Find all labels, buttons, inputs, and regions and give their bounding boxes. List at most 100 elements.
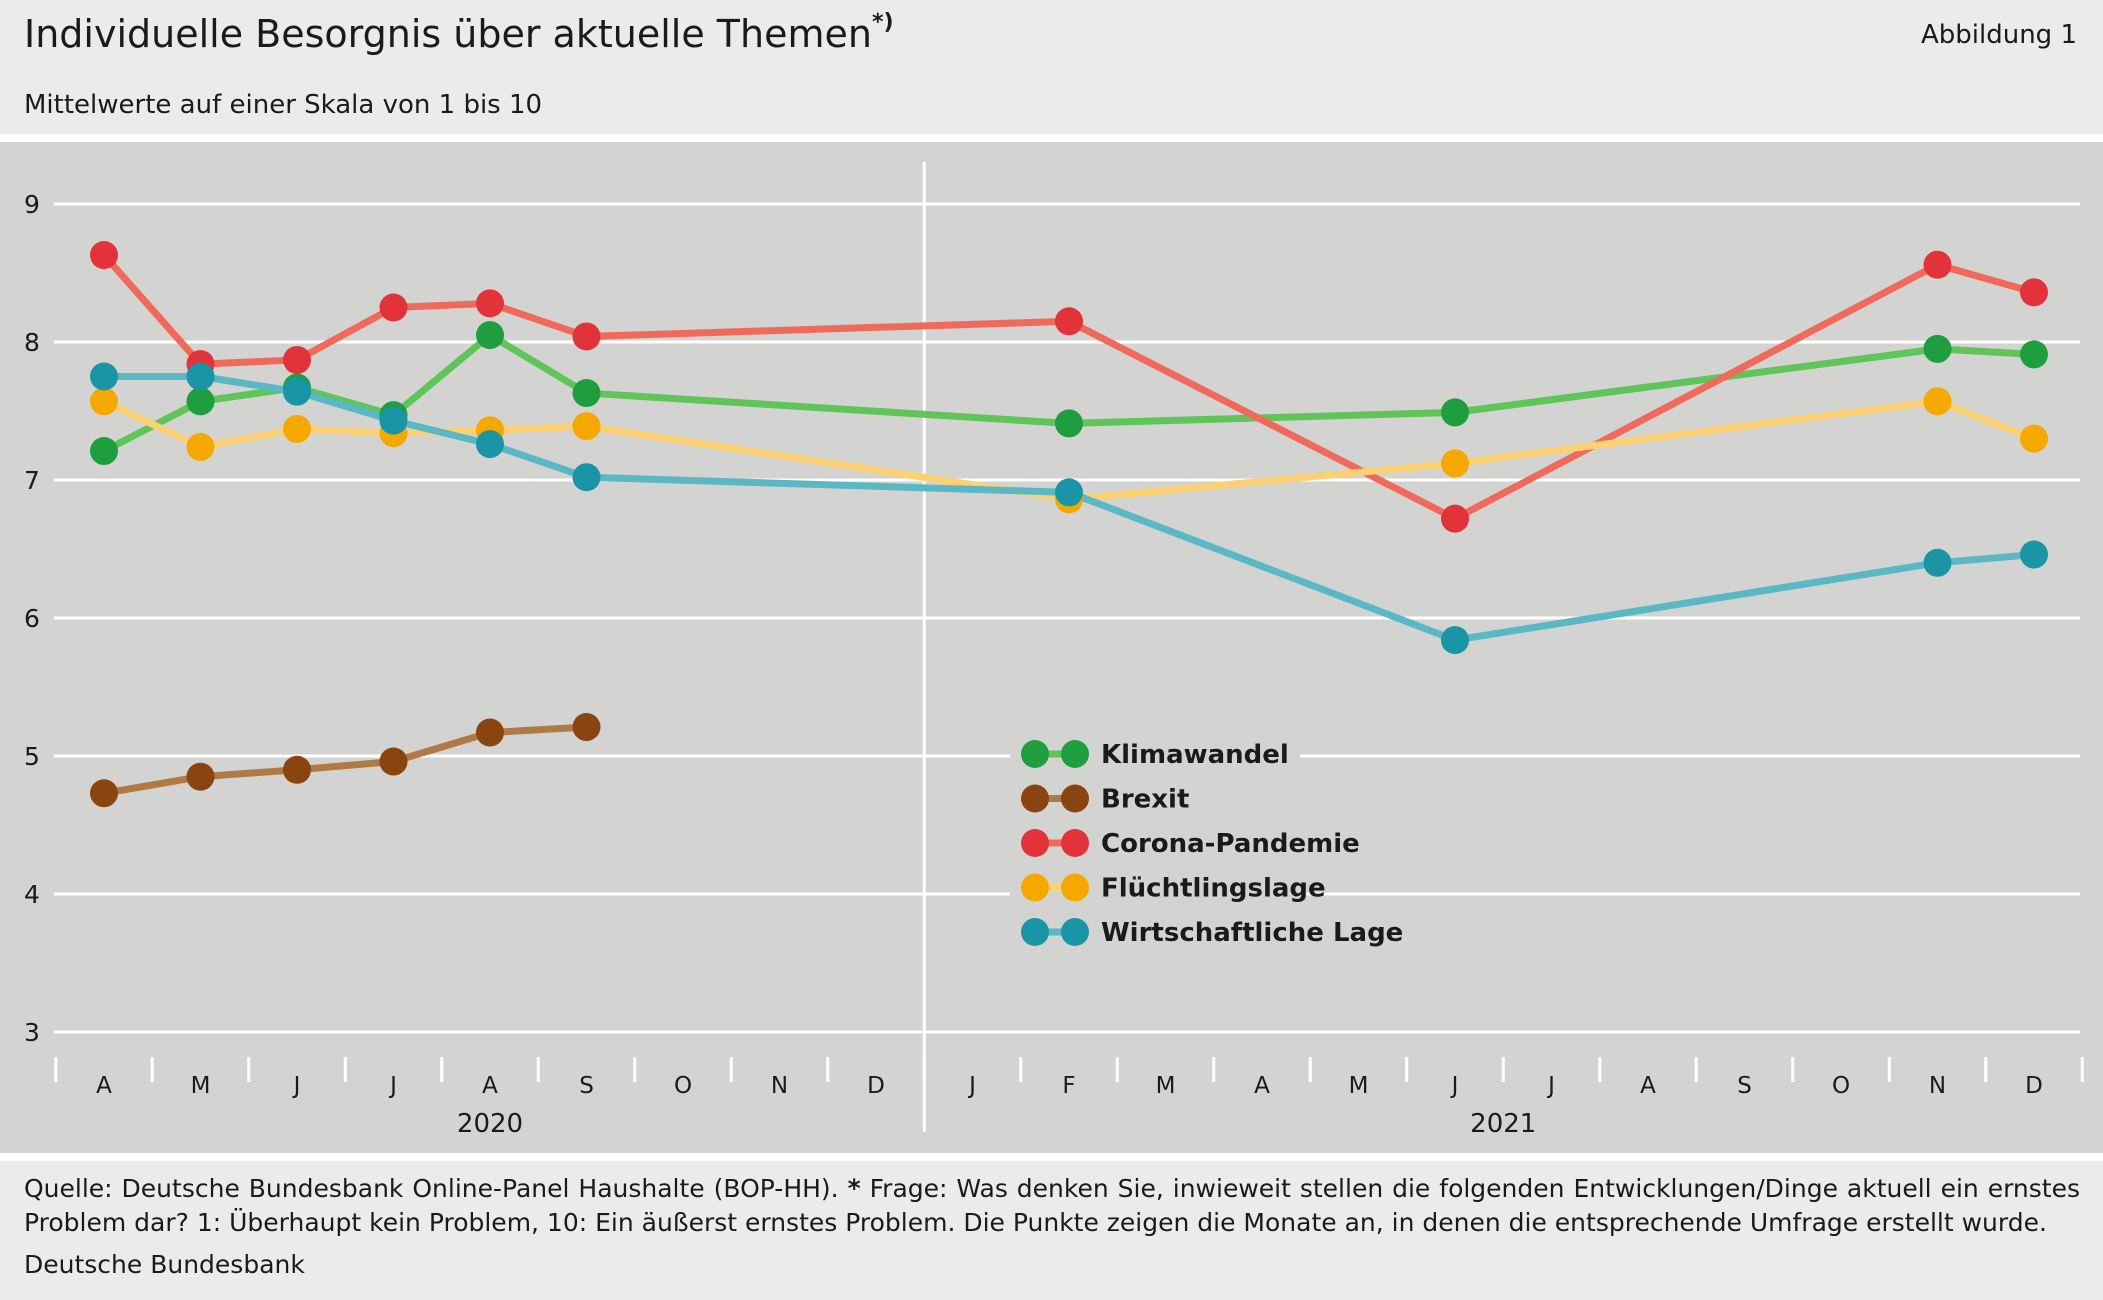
x-tick-label: J xyxy=(1546,1073,1555,1099)
data-point xyxy=(283,377,311,406)
y-tick-label: 6 xyxy=(24,604,40,633)
x-tick-label: J xyxy=(388,1073,397,1099)
y-tick-label: 4 xyxy=(24,880,40,909)
x-tick-label: S xyxy=(1737,1073,1752,1099)
legend-label: Wirtschaftliche Lage xyxy=(1101,918,1403,948)
data-point xyxy=(90,362,118,391)
x-tick-label: N xyxy=(1929,1073,1946,1099)
legend-marker xyxy=(1061,829,1089,857)
legend-marker xyxy=(1021,918,1049,946)
data-point xyxy=(90,241,118,270)
legend-label: Klimawandel xyxy=(1101,740,1289,770)
x-tick-label: A xyxy=(1254,1073,1270,1099)
legend-label: Flüchtlingslage xyxy=(1101,874,1326,904)
top-divider xyxy=(0,134,2103,142)
figure-number: Abbildung 1 xyxy=(1920,20,2077,50)
data-point xyxy=(186,432,215,461)
series-line xyxy=(100,723,590,797)
legend-marker xyxy=(1021,829,1049,857)
data-point xyxy=(572,713,601,742)
legend-label: Brexit xyxy=(1101,785,1189,815)
data-point xyxy=(186,362,215,391)
series-line xyxy=(100,397,2038,503)
year-label: 2020 xyxy=(457,1109,523,1139)
data-point xyxy=(186,762,215,791)
chart-title-text: Individuelle Besorgnis über aktuelle The… xyxy=(24,12,872,56)
data-point xyxy=(1923,250,1952,279)
data-point xyxy=(186,387,215,416)
y-tick-label: 5 xyxy=(24,742,40,771)
data-point xyxy=(283,345,311,374)
data-point xyxy=(90,437,118,466)
legend-label: Corona-Pandemie xyxy=(1101,829,1360,859)
x-tick-label: A xyxy=(482,1073,498,1099)
data-point xyxy=(1441,398,1469,427)
legend-marker xyxy=(1021,873,1049,902)
legend-marker xyxy=(1061,918,1089,946)
chart-header: Individuelle Besorgnis über aktuelle The… xyxy=(0,0,2103,134)
legend-marker xyxy=(1021,784,1049,813)
data-point xyxy=(379,406,408,435)
data-point xyxy=(572,412,601,441)
x-tick-label: J xyxy=(1450,1073,1459,1099)
data-point xyxy=(2020,424,2048,453)
x-tick-label: O xyxy=(674,1073,692,1099)
y-tick-label: 3 xyxy=(24,1018,40,1047)
x-tick-label: D xyxy=(867,1073,885,1099)
legend-marker xyxy=(1021,740,1049,768)
data-point xyxy=(572,322,601,351)
chart-title: Individuelle Besorgnis über aktuelle The… xyxy=(24,10,894,56)
footnote-star: * xyxy=(847,1174,861,1203)
x-tick-label: S xyxy=(579,1073,594,1099)
data-point xyxy=(476,321,504,350)
data-point xyxy=(379,293,408,322)
data-point xyxy=(1923,334,1952,363)
chart-subtitle: Mittelwerte auf einer Skala von 1 bis 10 xyxy=(24,90,543,120)
data-point xyxy=(1441,626,1469,655)
plot-background xyxy=(0,142,2103,1153)
legend-marker xyxy=(1061,784,1089,813)
x-tick-label: A xyxy=(1640,1073,1656,1099)
y-tick-label: 7 xyxy=(24,466,40,495)
data-point xyxy=(572,463,601,492)
x-tick-label: M xyxy=(1349,1073,1369,1099)
chart-plot: 3 4 5 6 7 8 9 A M J J A S O N D J F M A M J J A S O N D 2020 2021 Klim… xyxy=(0,142,2103,1153)
data-point xyxy=(476,430,504,459)
data-point xyxy=(2020,278,2048,307)
x-tick-label: M xyxy=(1156,1073,1176,1099)
data-point xyxy=(572,379,601,408)
series-line xyxy=(100,331,2038,455)
x-tick-label: M xyxy=(191,1073,211,1099)
data-point xyxy=(1055,307,1083,336)
data-point xyxy=(283,414,311,443)
data-point xyxy=(90,387,118,416)
series-line xyxy=(100,251,2038,523)
data-point xyxy=(476,289,504,318)
legend-marker xyxy=(1061,873,1089,902)
title-footnote-mark: *) xyxy=(871,10,894,36)
data-point xyxy=(1923,387,1952,416)
data-point xyxy=(1923,548,1952,577)
data-point xyxy=(1441,449,1469,478)
data-point xyxy=(1055,478,1083,507)
year-label: 2021 xyxy=(1470,1109,1536,1139)
x-tick-label: O xyxy=(1832,1073,1850,1099)
data-point xyxy=(1441,504,1469,533)
chart-footnote: Quelle: Deutsche Bundesbank Online-Panel… xyxy=(24,1172,2080,1240)
x-tick-label: J xyxy=(967,1073,976,1099)
x-tick-label: J xyxy=(292,1073,301,1099)
x-tick-label: D xyxy=(2025,1073,2043,1099)
data-point xyxy=(90,779,118,808)
footnote-question: Frage: Was denken Sie, inwieweit stellen… xyxy=(24,1174,2080,1237)
data-point xyxy=(283,755,311,784)
data-point xyxy=(2020,540,2048,569)
x-tick-label: N xyxy=(771,1073,788,1099)
data-point xyxy=(476,718,504,747)
data-point xyxy=(2020,340,2048,369)
source-organization: Deutsche Bundesbank xyxy=(24,1250,305,1279)
bottom-divider xyxy=(0,1153,2103,1161)
y-tick-label: 8 xyxy=(24,328,40,357)
series-line xyxy=(100,373,2038,644)
data-point xyxy=(1055,409,1083,438)
